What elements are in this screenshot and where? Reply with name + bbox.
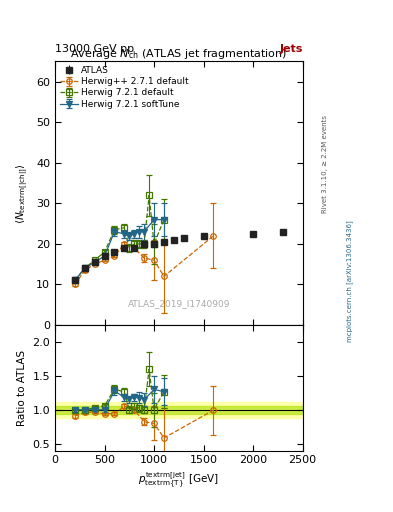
X-axis label: $p_{\rm textrm\{T\}}^{\rm textrm[jet]}$ [GeV]: $p_{\rm textrm\{T\}}^{\rm textrm[jet]}$ … (138, 471, 219, 491)
Y-axis label: $\langle N_{\rm textrm[|ch|]}\rangle$: $\langle N_{\rm textrm[|ch|]}\rangle$ (15, 163, 31, 224)
Text: Jets: Jets (279, 44, 303, 54)
Text: 13000 GeV pp: 13000 GeV pp (55, 44, 134, 54)
Title: Average $N_{\rm ch}$ (ATLAS jet fragmentation): Average $N_{\rm ch}$ (ATLAS jet fragment… (70, 47, 287, 61)
Bar (55, 402, 303, 418)
Legend: ATLAS, Herwig++ 2.7.1 default, Herwig 7.2.1 default, Herwig 7.2.1 softTune: ATLAS, Herwig++ 2.7.1 default, Herwig 7.… (58, 64, 191, 111)
Text: mcplots.cern.ch [arXiv:1306.3436]: mcplots.cern.ch [arXiv:1306.3436] (346, 221, 353, 343)
Text: Rivet 3.1.10, ≥ 2.2M events: Rivet 3.1.10, ≥ 2.2M events (322, 115, 328, 213)
Y-axis label: Ratio to ATLAS: Ratio to ATLAS (17, 350, 27, 426)
Bar (55, 406, 303, 414)
Text: ATLAS_2019_I1740909: ATLAS_2019_I1740909 (128, 300, 230, 308)
